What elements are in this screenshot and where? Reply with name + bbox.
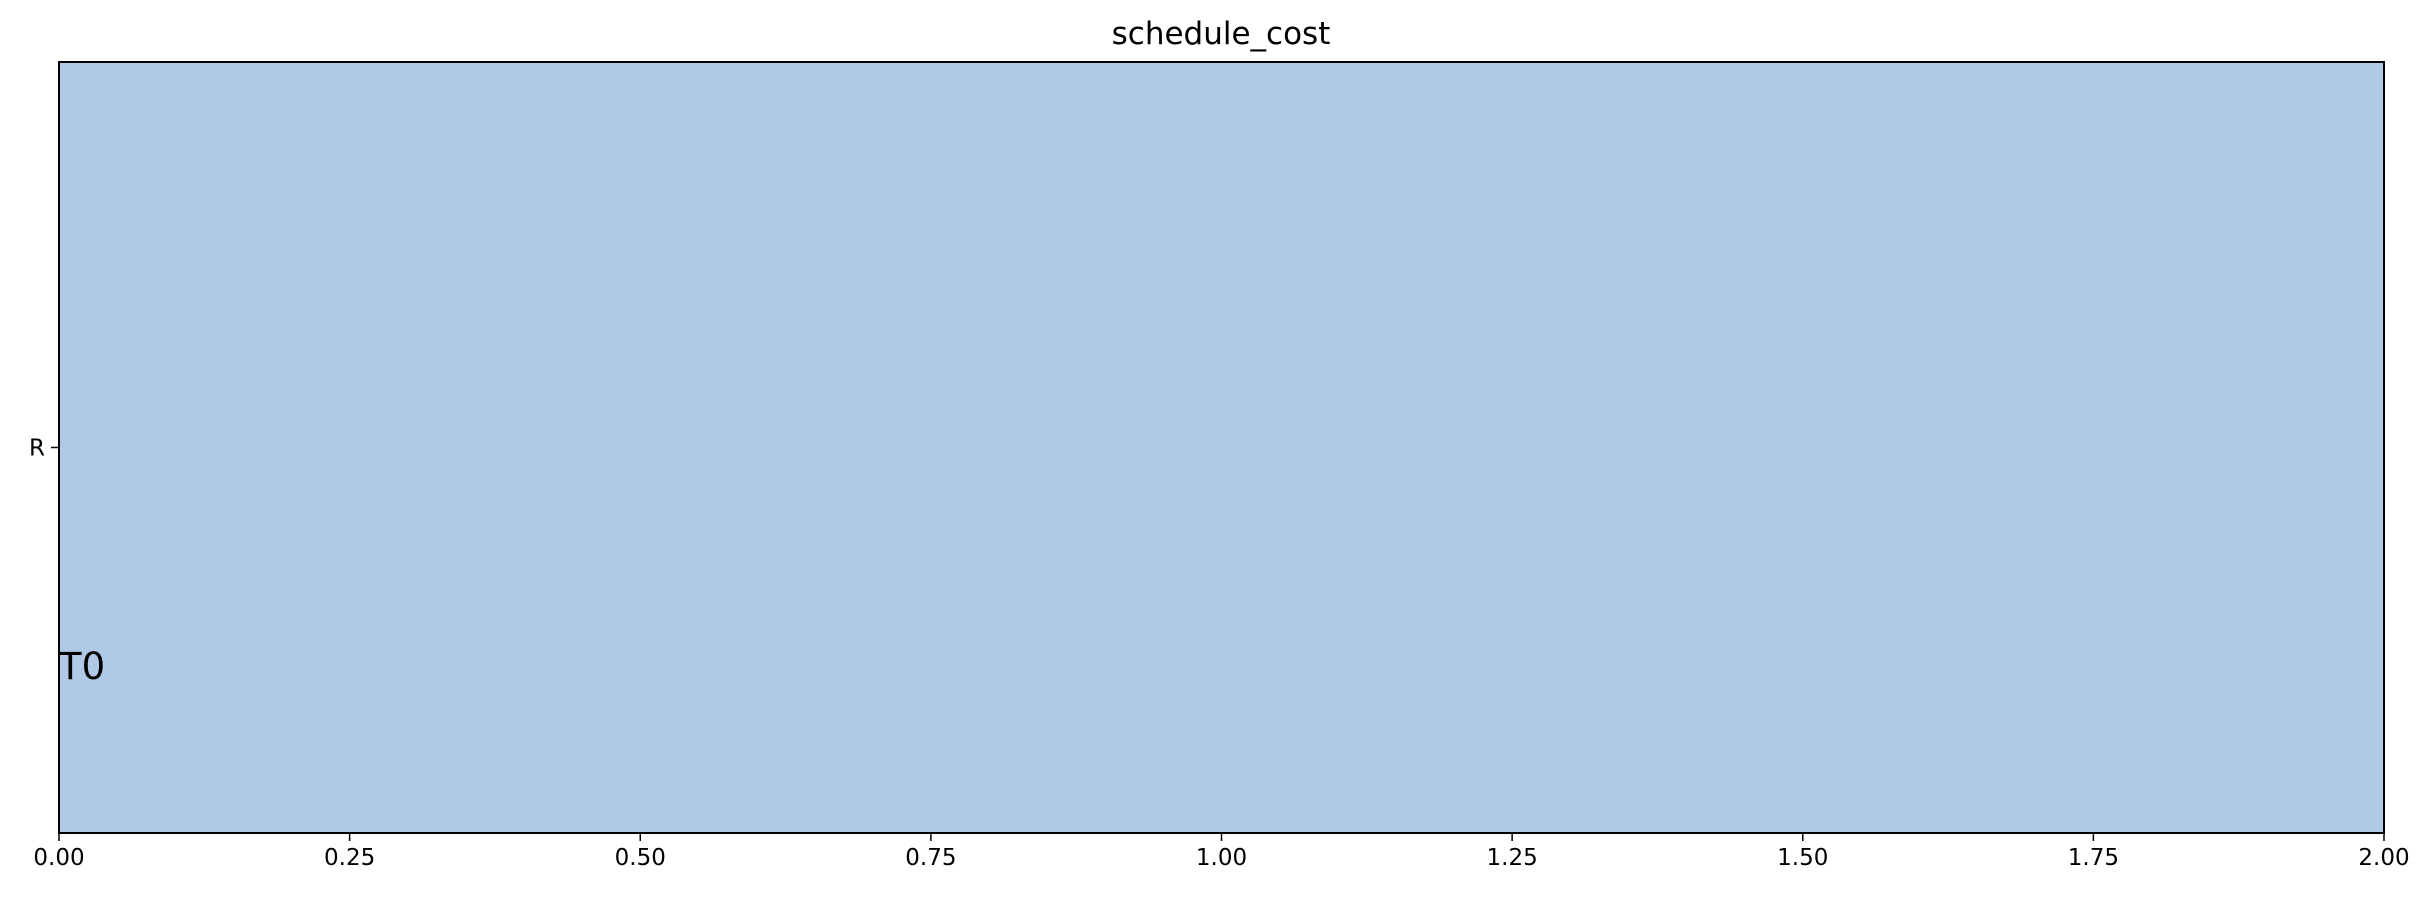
plot-frame bbox=[58, 61, 2385, 834]
chart-title: schedule_cost bbox=[1112, 16, 1331, 52]
y-axis: R bbox=[29, 436, 59, 462]
x-tick-label: 0.50 bbox=[615, 845, 666, 871]
x-tick-label: 0.00 bbox=[33, 845, 84, 871]
x-tick-label: 0.25 bbox=[324, 845, 375, 871]
x-tick-label: 1.25 bbox=[1487, 845, 1538, 871]
x-tick-label: 1.50 bbox=[1777, 845, 1828, 871]
task-label: T0 bbox=[58, 645, 105, 688]
x-tick-label: 1.00 bbox=[1196, 845, 1247, 871]
plot-area: T0 bbox=[58, 62, 2384, 833]
task-bar-t0 bbox=[59, 62, 2384, 833]
y-tick-label: R bbox=[29, 436, 45, 462]
x-tick-label: 0.75 bbox=[905, 845, 956, 871]
x-tick-label: 2.00 bbox=[2358, 845, 2409, 871]
x-tick-label: 1.75 bbox=[2068, 845, 2119, 871]
x-axis: 0.00 0.25 0.50 0.75 1.00 1.25 1.50 1.75 2.00 bbox=[33, 833, 2410, 871]
